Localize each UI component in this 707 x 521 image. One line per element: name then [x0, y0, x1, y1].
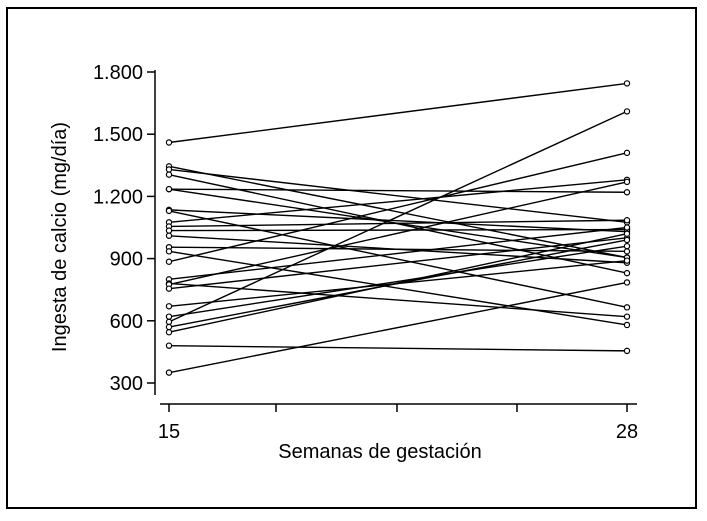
data-point [623, 269, 631, 277]
data-point [165, 248, 173, 255]
series-line-3 [168, 168, 628, 224]
y-tick-label: 900 [110, 249, 143, 271]
series-line-17 [168, 282, 628, 318]
data-point [623, 279, 631, 286]
series-line-14 [168, 250, 628, 326]
data-point [165, 342, 173, 349]
ticks-layer: 300 600 900 1.200 1.500 1.800 15 28 [93, 62, 638, 443]
data-point [623, 230, 631, 237]
data-point [623, 347, 631, 355]
series-line-8 [168, 210, 628, 309]
data-point [165, 323, 173, 331]
data-point [165, 166, 173, 173]
x-tick-label: 15 [158, 421, 180, 443]
data-point [165, 171, 173, 178]
data-point [623, 236, 631, 244]
x-axis-title: Semanas de gestación [278, 441, 481, 463]
data-point [623, 242, 631, 250]
data-point [623, 248, 631, 255]
series-line-18 [168, 181, 628, 286]
series-line-11 [168, 228, 628, 232]
series-line-22 [168, 110, 628, 323]
data-point [165, 318, 173, 326]
data-point [165, 258, 173, 265]
data-point [165, 313, 173, 320]
series-line-24 [168, 233, 628, 333]
series-line-1 [168, 82, 628, 144]
data-point [165, 232, 173, 239]
x-tick-label: 28 [616, 421, 638, 443]
y-tick-label: 1.500 [93, 124, 143, 146]
series-line-26 [168, 281, 628, 374]
y-axis-title: Ingesta de calcio (mg/día) [49, 122, 71, 352]
axes-layer [154, 70, 637, 412]
data-point [623, 149, 631, 157]
y-tick-label: 300 [110, 373, 143, 395]
data-point [623, 189, 631, 196]
series-line-19 [168, 237, 628, 290]
data-point [623, 108, 631, 115]
data-point [623, 257, 631, 264]
data-point [623, 321, 631, 329]
data-point [165, 329, 173, 336]
series-line-15 [168, 152, 628, 263]
data-point [165, 285, 173, 292]
y-tick-label: 1.200 [93, 186, 143, 208]
data-point [623, 178, 631, 186]
data-point [623, 217, 631, 224]
data-point [623, 313, 631, 320]
series-line-16 [168, 226, 628, 281]
series-layer [165, 80, 631, 376]
y-tick-label: 1.800 [93, 62, 143, 84]
data-point [623, 80, 631, 87]
data-point [623, 304, 631, 311]
data-point [623, 224, 631, 231]
series-line-2 [168, 165, 628, 259]
data-point [165, 207, 173, 215]
series-line-9 [168, 179, 628, 224]
series-line-10 [168, 219, 628, 228]
series-line-21 [168, 245, 628, 318]
y-tick-label: 600 [110, 311, 143, 333]
series-line-7 [168, 209, 628, 233]
series-line-25 [168, 344, 628, 352]
data-point [165, 303, 173, 310]
data-point [165, 369, 173, 376]
series-line-5 [168, 188, 628, 193]
data-point [165, 139, 173, 146]
data-point [165, 185, 173, 193]
data-point [165, 227, 173, 234]
